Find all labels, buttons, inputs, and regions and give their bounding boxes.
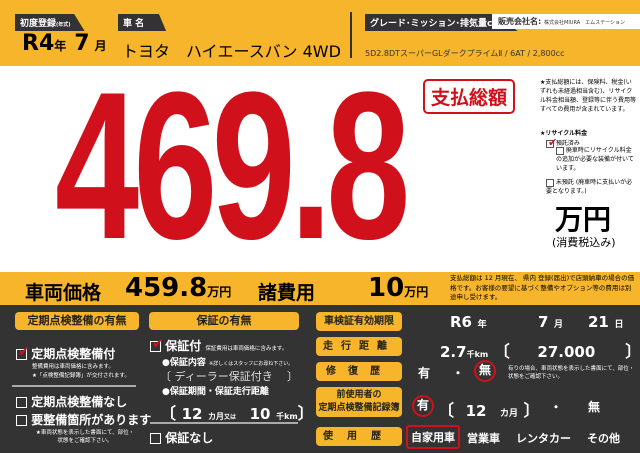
recycle-paid: ✔ 預託済み bbox=[546, 135, 580, 149]
header-band: 初度登録(年式) R4年 7 月 車 名 トヨタ ハイエースバン 4WD グレード･… bbox=[0, 0, 640, 66]
car-name: トヨタ ハイエースバン 4WD bbox=[122, 42, 341, 61]
shaken-year: R6 年 bbox=[450, 313, 487, 331]
total-label: 支払総額 bbox=[423, 79, 516, 114]
fees-label: 諸費用 bbox=[258, 282, 316, 304]
inspection-title: 定期点検整備の有無 bbox=[15, 312, 139, 330]
recycle-extra: 廃車時にリサイクル料金の追加が必要な装備が付いています。 bbox=[556, 146, 634, 172]
warranty-period-label: ●保証期間・保証走行距離 bbox=[162, 387, 269, 397]
repair-note: 有りの場合、車両状態を表示した書面にて、部位・状態をご確認下さい。 bbox=[508, 366, 635, 380]
vehicle-price: 459.8万円 bbox=[125, 273, 232, 303]
warranty-title: 保証の有無 bbox=[149, 312, 299, 330]
total-price: 469.8 bbox=[55, 48, 410, 283]
inspection-with: ✔ 定期点検整備付 bbox=[16, 344, 116, 361]
warranty-with-checkbox[interactable]: ✔ bbox=[150, 336, 164, 352]
inspection-needs-checkbox[interactable] bbox=[16, 415, 27, 426]
total-tax: (消費税込み) bbox=[552, 236, 616, 249]
warranty-none: 保証なし bbox=[150, 429, 213, 446]
recycle-paid-checkbox[interactable]: ✔ bbox=[546, 135, 558, 149]
repair-yes[interactable]: 有 bbox=[418, 366, 431, 380]
price-note: 支払総額は 12 月現在、 県内 登録(届出)で店頭納車の場合の価格です。お客様… bbox=[450, 274, 635, 301]
mileage: 2.7千km 〔 27.000 〕 bbox=[440, 342, 640, 361]
divider bbox=[150, 422, 298, 424]
record-yes[interactable]: 有 bbox=[412, 395, 434, 417]
total-area: 469.8 支払総額 ★支払総額には、保険料、税金(いずれも未経過相当含む)、リ… bbox=[0, 56, 640, 276]
inspection-with-checkbox[interactable]: ✔ bbox=[16, 344, 30, 360]
inspection-without-checkbox[interactable] bbox=[16, 397, 27, 408]
divider bbox=[12, 385, 136, 387]
price-bar: 車両価格 459.8万円 諸費用 10万円 支払総額は 12 月現在、 県内 登… bbox=[0, 272, 640, 305]
shaken-month: 7 月 bbox=[538, 313, 564, 331]
inspection-with-note: 整備費用は車両価格に含みます。 ★「点検整備記録簿」が交付されます。 bbox=[32, 364, 130, 379]
first-reg-value: R4年 7 月 bbox=[22, 31, 107, 56]
recycle-extra-checkbox[interactable] bbox=[556, 146, 564, 155]
usage-option-private[interactable]: 自家用車 bbox=[406, 425, 460, 449]
record-no[interactable]: 無 bbox=[588, 400, 601, 414]
warranty-with: ✔ 保証付 保証費用は車両価格に含みます。 bbox=[150, 336, 288, 353]
usage-option-business[interactable]: 営業車 bbox=[467, 432, 500, 445]
grade-tag: グレード･ミッション･排気量cc bbox=[365, 14, 518, 31]
total-unit: 万円 bbox=[555, 203, 612, 236]
separator: ・ bbox=[452, 366, 465, 380]
warranty-content-label: ●保証内容 ※詳しくはスタッフにお尋ね下さい。 bbox=[162, 358, 294, 368]
grade: 5D2.8DTスーパーGLダークプライムⅡ / 6AT / 2,800cc bbox=[365, 49, 565, 58]
divider bbox=[350, 12, 352, 58]
usage-label: 使用歴 bbox=[316, 427, 402, 446]
usage-option-other[interactable]: その他 bbox=[587, 432, 620, 445]
warranty-none-checkbox[interactable] bbox=[150, 433, 161, 444]
record-months: 〔 12 カ月 〕 bbox=[438, 401, 540, 420]
mileage-label: 走行距離 bbox=[316, 337, 402, 356]
car-name-tag: 車 名 bbox=[118, 14, 167, 31]
fees: 10万円 bbox=[368, 273, 429, 303]
inspection-needs-note: ★車両状態を表示した書面にて、部位・状態をご確認下さい。 bbox=[35, 430, 135, 444]
inspection-needs: 要整備箇所があります bbox=[16, 411, 151, 428]
separator: ・ bbox=[550, 400, 563, 414]
dealer: 販売会社名: 株式会社MIURA エムステーション bbox=[492, 14, 640, 29]
vehicle-price-label: 車両価格 bbox=[25, 282, 102, 304]
inspection-without: 定期点検整備なし bbox=[16, 393, 127, 410]
recycle-unpaid-checkbox[interactable] bbox=[546, 178, 554, 187]
repair-label: 修復歴 bbox=[316, 362, 402, 381]
record-label: 前使用者の 定期点検整備記録簿 bbox=[316, 387, 402, 417]
recycle-unpaid: 未預託 (廃車時に支払いが必要となります。) bbox=[546, 178, 633, 195]
warranty-period: 〔 12 カ月又は 10 千km〕 bbox=[160, 404, 314, 423]
details-area: 定期点検整備の有無 ✔ 定期点検整備付 整備費用は車両価格に含みます。 ★「点検整… bbox=[0, 305, 640, 453]
usage-option-rental[interactable]: レンタカー bbox=[516, 432, 571, 445]
repair-no[interactable]: 無 bbox=[474, 360, 496, 382]
shaken-day: 21 日 bbox=[588, 313, 624, 331]
recycle-label: ★リサイクル料金 bbox=[540, 130, 588, 137]
warranty-content: 〔 ディーラー保証付き〕 bbox=[160, 370, 298, 383]
total-note: ★支払総額には、保険料、税金(いずれも未経過相当含む)、リサイクル料金相当額、登… bbox=[540, 79, 637, 113]
shaken-label: 車検証有効期限 bbox=[316, 312, 402, 331]
first-reg-tag: 初度登録(年式) bbox=[15, 14, 85, 31]
